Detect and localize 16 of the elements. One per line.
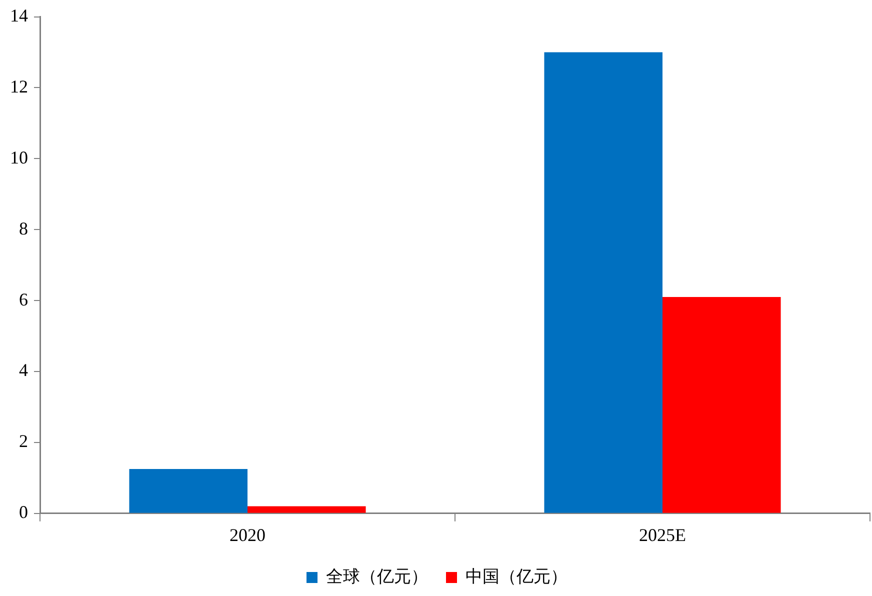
bar <box>248 506 366 513</box>
y-tick-label: 4 <box>19 360 28 380</box>
y-tick-label: 0 <box>19 502 28 522</box>
bar <box>662 297 781 513</box>
x-tick-label: 2020 <box>230 524 266 545</box>
y-tick-label: 14 <box>10 6 28 26</box>
y-tick-label: 6 <box>19 289 28 310</box>
legend-label: 中国（亿元） <box>466 566 568 587</box>
bar <box>544 52 662 513</box>
y-tick-label: 2 <box>19 431 28 452</box>
y-tick-label: 8 <box>19 218 28 238</box>
legend-label: 全球（亿元） <box>326 566 428 587</box>
y-tick-label: 12 <box>10 76 28 96</box>
y-tick-label: 10 <box>10 147 28 168</box>
x-tick-label: 2025E <box>639 524 686 545</box>
bar <box>129 469 248 513</box>
